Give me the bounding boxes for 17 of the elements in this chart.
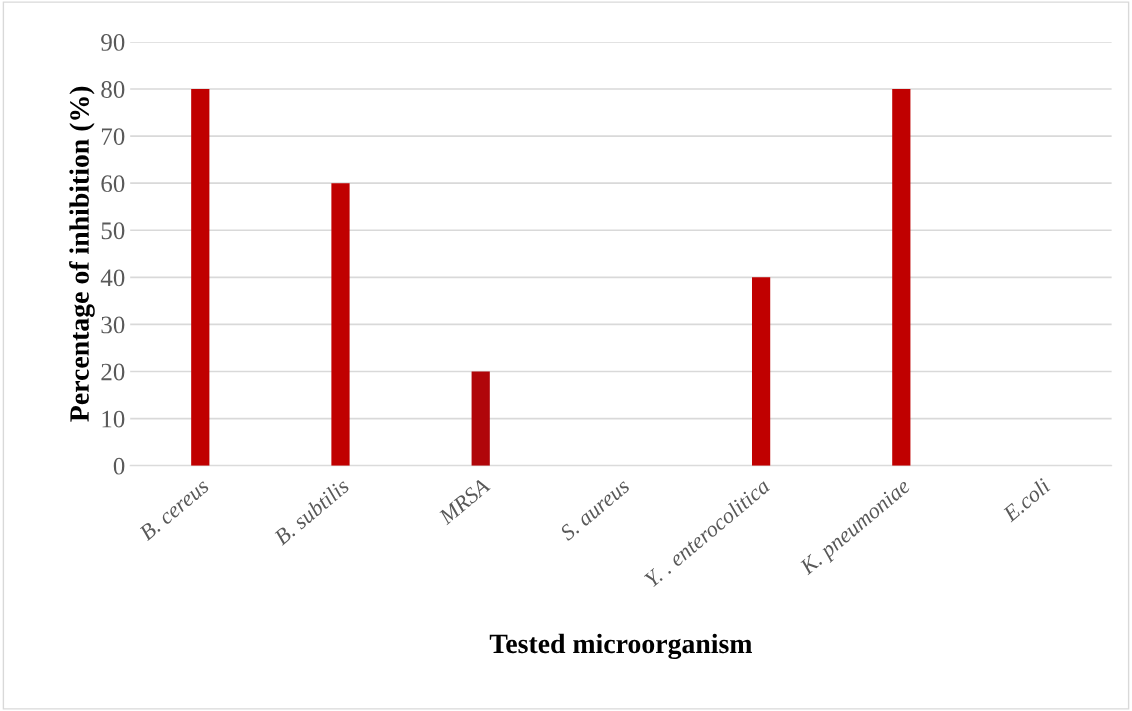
y-tick-label: 40 bbox=[100, 269, 125, 287]
y-tick-label: 0 bbox=[113, 457, 125, 475]
y-tick-label: 60 bbox=[101, 175, 125, 193]
y-tick-label: 50 bbox=[101, 222, 125, 240]
y-tick-label: 90 bbox=[101, 34, 125, 51]
y-tick-label: 20 bbox=[101, 363, 125, 381]
x-axis-title: Tested microorganism bbox=[489, 633, 752, 660]
y-axis-title: Percentage of inhibition (%) bbox=[69, 86, 95, 422]
y-tick-label: 30 bbox=[101, 316, 125, 334]
bar bbox=[471, 371, 490, 466]
bar bbox=[751, 277, 771, 466]
y-tick-label: 80 bbox=[101, 81, 125, 98]
bar bbox=[331, 183, 350, 466]
bar bbox=[892, 89, 911, 466]
bar bbox=[191, 89, 210, 466]
y-tick-label: 70 bbox=[101, 128, 125, 146]
y-tick-label: 10 bbox=[102, 410, 125, 428]
